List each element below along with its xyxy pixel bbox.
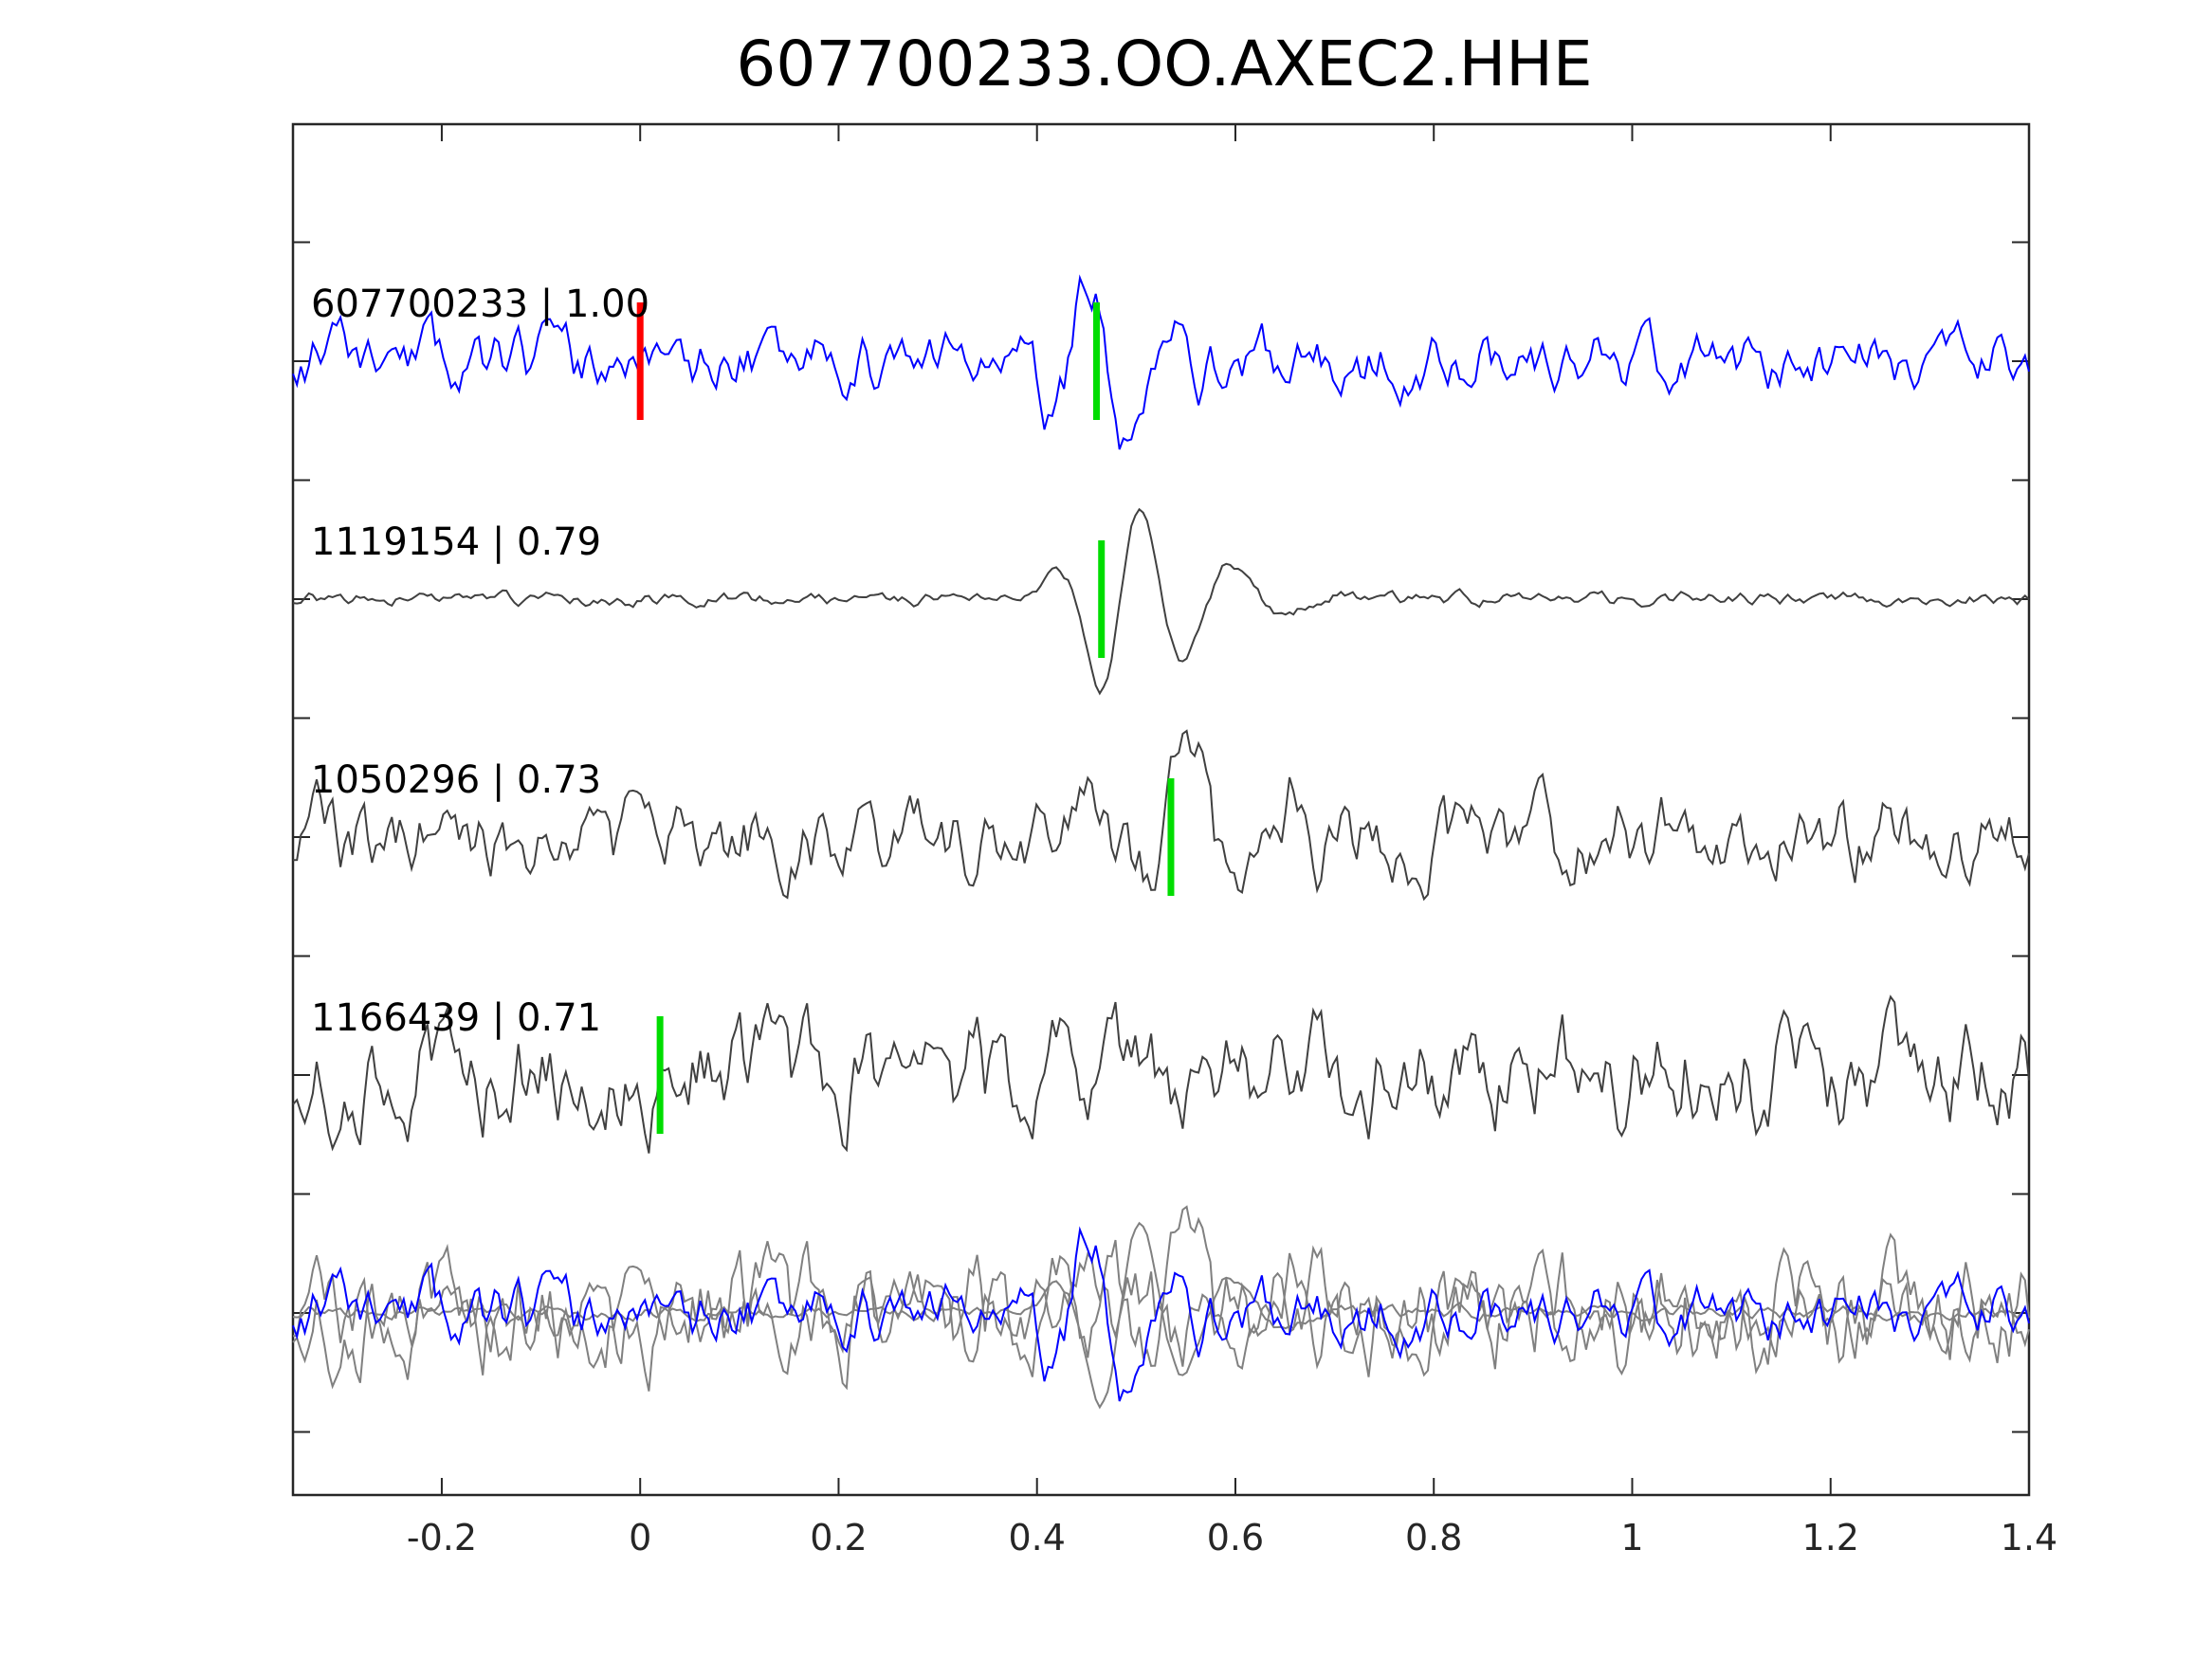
x-tick-label: 1.4 [2001, 1517, 2057, 1559]
trace-label: 1050296 | 0.73 [311, 758, 601, 802]
x-tick-label: 0.6 [1207, 1517, 1264, 1559]
overlay-trace-607700233 [292, 1226, 2030, 1402]
chart-title: 607700233.OO.AXEC2.HHE [736, 27, 1592, 100]
trace-label: 607700233 | 1.00 [311, 283, 649, 326]
x-tick-label: 0.4 [1008, 1517, 1065, 1559]
trace-1119154 [292, 507, 2030, 696]
x-tick-label: 1 [1620, 1517, 1643, 1559]
overlay-trace-1050296 [292, 1205, 2030, 1377]
x-axis-tick-labels: -0.2 0 0.2 0.4 0.6 0.8 1 1.2 1.4 [407, 1517, 2057, 1559]
trace-label: 1119154 | 0.79 [311, 520, 601, 564]
x-tick-label: 0.8 [1405, 1517, 1462, 1559]
pick-markers [636, 302, 1175, 1134]
trace-1166439 [292, 994, 2030, 1154]
overlay-trace-1119154 [292, 1221, 2030, 1410]
x-axis-ticks [440, 124, 2030, 1495]
trace-labels: 607700233 | 1.00 1119154 | 0.79 1050296 | … [311, 283, 649, 1040]
trace-607700233 [292, 274, 2030, 450]
plot-axes: -0.2 0 0.2 0.4 0.6 0.8 1 1.2 1.4 [291, 122, 2057, 1559]
axes-box [291, 122, 2031, 1497]
x-tick-label: 0.2 [810, 1517, 867, 1559]
trace-1050296 [292, 729, 2030, 902]
x-tick-label: 1.2 [1802, 1517, 1859, 1559]
waveform-traces [292, 274, 2030, 1410]
trace-label: 1166439 | 0.71 [311, 996, 601, 1040]
x-tick-label: -0.2 [407, 1517, 477, 1559]
x-tick-label: 0 [629, 1517, 651, 1559]
